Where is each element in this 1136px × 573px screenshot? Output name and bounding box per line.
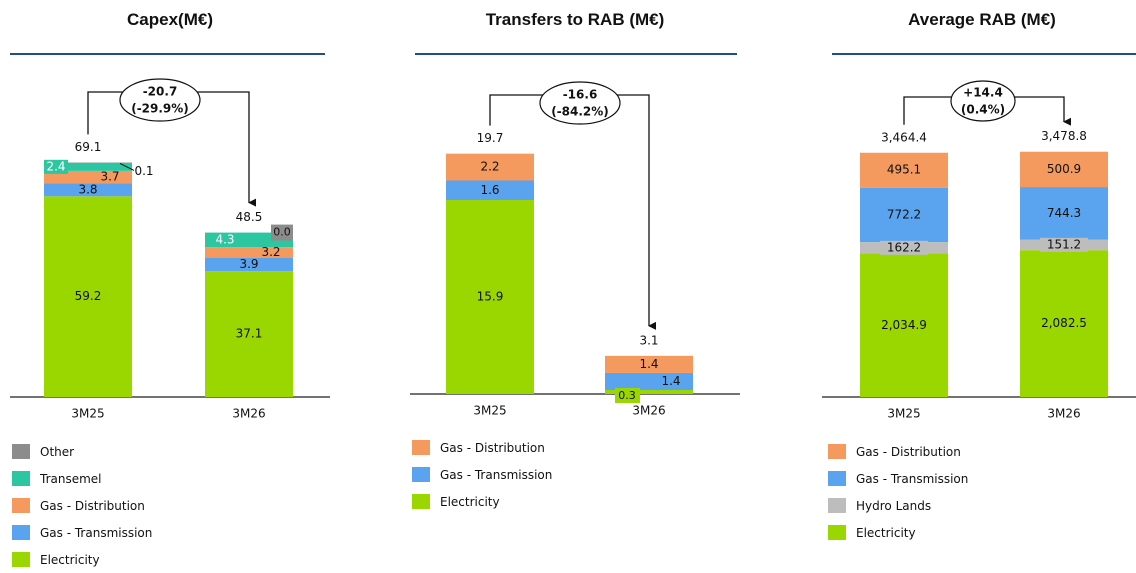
avg-rab-legend: Gas - Distribution Gas - Transmission Hydr… (828, 438, 968, 546)
legend-item-gas-transmission: Gas - Transmission (412, 461, 552, 488)
legend-label: Gas - Distribution (856, 445, 961, 459)
legend-label: Electricity (40, 553, 100, 567)
transfers-data-label-3m25-gas-transmission: 1.6 (480, 183, 499, 197)
legend-item-hydro-lands: Hydro Lands (828, 492, 968, 519)
capex-data-label-3m25-transemel: 2.4 (46, 159, 65, 173)
legend-label: Electricity (856, 526, 916, 540)
capex-data-label-3m26-gas-distribution: 3.2 (261, 245, 280, 259)
legend-swatch (412, 494, 430, 509)
legend-swatch (12, 498, 30, 513)
avg-rab-data-label-3m26-gas-transmission: 744.3 (1047, 206, 1081, 220)
legend-label: Transemel (40, 472, 102, 486)
legend-swatch (828, 471, 846, 486)
capex-change-value: -20.7 (143, 85, 178, 99)
legend-swatch (828, 444, 846, 459)
legend-label: Gas - Transmission (440, 468, 552, 482)
capex-category-label-3m26: 3M26 (232, 407, 265, 421)
transfers-data-label-3m26-gas-distribution: 1.4 (639, 357, 658, 371)
legend-item-electricity: Electricity (12, 546, 152, 573)
capex-legend: Other Transemel Gas - Distribution Gas - Tr… (12, 438, 152, 573)
legend-swatch (828, 498, 846, 513)
capex-change-percent: (-29.9%) (131, 102, 189, 116)
transfers-total-label-3m25: 19.7 (477, 131, 504, 145)
avg-rab-data-label-3m25-electricity: 2,034.9 (881, 318, 927, 332)
avg-rab-data-label-3m25-hydro-lands: 162.2 (887, 240, 921, 254)
capex-data-label-3m26-other: 0.0 (273, 226, 291, 239)
capex-data-label-3m26-gas-transmission: 3.9 (239, 257, 258, 271)
capex-data-label-3m25-gas-transmission: 3.8 (78, 182, 97, 196)
transfers-data-label-3m26-electricity: 0.3 (618, 389, 636, 402)
avg-rab-total-label-3m26: 3,478.8 (1041, 129, 1087, 143)
avg-rab-data-label-3m26-gas-distribution: 500.9 (1047, 162, 1081, 176)
transfers-data-label-3m25-electricity: 15.9 (477, 290, 504, 304)
legend-label: Gas - Transmission (40, 526, 152, 540)
transfers-change-percent: (-84.2%) (551, 105, 609, 119)
legend-label: Other (40, 445, 74, 459)
legend-item-gas-transmission: Gas - Transmission (12, 519, 152, 546)
capex-data-label-3m25-other: 0.1 (134, 164, 153, 178)
legend-label: Hydro Lands (856, 499, 931, 513)
capex-total-label-3m25: 69.1 (75, 140, 102, 154)
legend-swatch (12, 471, 30, 486)
capex-data-label-3m25-gas-distribution: 3.7 (100, 170, 119, 184)
legend-swatch (12, 552, 30, 567)
capex-category-label-3m25: 3M25 (71, 407, 104, 421)
avg-rab-data-label-3m25-gas-distribution: 495.1 (887, 163, 921, 177)
legend-item-electricity: Electricity (828, 519, 968, 546)
transfers-change-value: -16.6 (563, 88, 598, 102)
legend-swatch (412, 467, 430, 482)
capex-data-label-3m26-electricity: 37.1 (236, 327, 263, 341)
legend-item-transemel: Transemel (12, 465, 152, 492)
transfers-total-label-3m26: 3.1 (639, 333, 658, 347)
legend-item-gas-distribution: Gas - Distribution (12, 492, 152, 519)
legend-item-gas-distribution: Gas - Distribution (412, 434, 552, 461)
transfers-data-label-3m26-gas-transmission: 1.4 (661, 374, 680, 388)
avg-rab-data-label-3m26-electricity: 2,082.5 (1041, 316, 1087, 330)
avg-rab-data-label-3m26-hydro-lands: 151.2 (1047, 237, 1081, 251)
transfers-category-label-3m25: 3M25 (473, 404, 506, 418)
capex-total-label-3m26: 48.5 (236, 210, 263, 224)
legend-swatch (828, 525, 846, 540)
legend-label: Gas - Distribution (40, 499, 145, 513)
avg-rab-category-label-3m26: 3M26 (1047, 407, 1080, 421)
avg-rab-data-label-3m25-gas-transmission: 772.2 (887, 207, 921, 221)
legend-item-electricity: Electricity (412, 488, 552, 515)
legend-item-other: Other (12, 438, 152, 465)
legend-label: Gas - Distribution (440, 441, 545, 455)
capex-data-label-3m25-electricity: 59.2 (75, 289, 102, 303)
transfers-category-label-3m26: 3M26 (632, 404, 665, 418)
transfers-data-label-3m25-gas-distribution: 2.2 (480, 160, 499, 174)
legend-swatch (12, 525, 30, 540)
capex-data-label-3m26-transemel: 4.3 (215, 232, 234, 246)
legend-label: Gas - Transmission (856, 472, 968, 486)
avg-rab-change-percent: (0.4%) (961, 103, 1005, 117)
avg-rab-total-label-3m25: 3,464.4 (881, 130, 927, 144)
legend-swatch (12, 444, 30, 459)
legend-item-gas-distribution: Gas - Distribution (828, 438, 968, 465)
transfers-legend: Gas - Distribution Gas - Transmission Elec… (412, 434, 552, 515)
legend-label: Electricity (440, 495, 500, 509)
avg-rab-change-value: +14.4 (963, 86, 1003, 100)
avg-rab-category-label-3m25: 3M25 (887, 407, 920, 421)
legend-item-gas-transmission: Gas - Transmission (828, 465, 968, 492)
legend-swatch (412, 440, 430, 455)
